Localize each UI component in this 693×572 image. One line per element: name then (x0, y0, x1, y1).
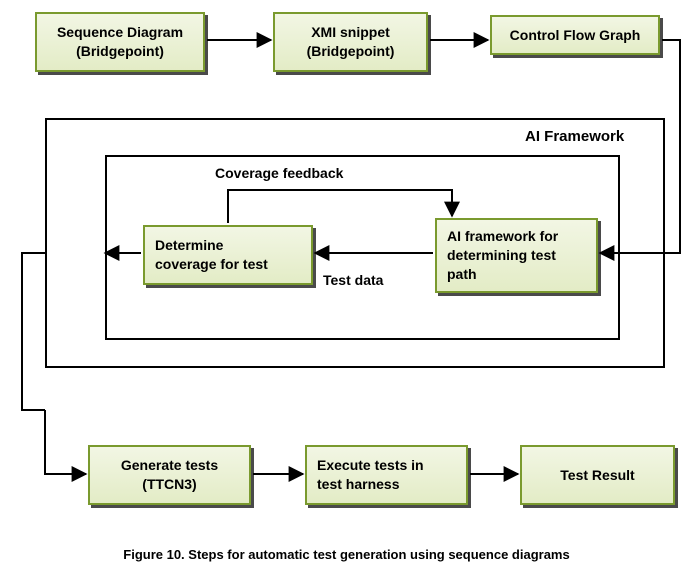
node-test-result: Test Result (520, 445, 675, 505)
node-label: Execute tests in (317, 456, 424, 475)
edge-label-testdata: Test data (323, 272, 383, 288)
node-xmi-snippet: XMI snippet (Bridgepoint) (273, 12, 428, 72)
node-execute-tests: Execute tests in test harness (305, 445, 468, 505)
node-label: AI framework for (447, 227, 558, 246)
node-label: XMI snippet (285, 23, 416, 42)
node-label: Control Flow Graph (502, 26, 648, 45)
node-label: coverage for test (155, 255, 268, 274)
node-label: determining test (447, 246, 556, 265)
node-ai-framework: AI framework for determining test path (435, 218, 598, 293)
node-generate-tests: Generate tests (TTCN3) (88, 445, 251, 505)
figure-caption: Figure 10. Steps for automatic test gene… (0, 547, 693, 562)
frame-title: AI Framework (525, 128, 624, 145)
node-label: test harness (317, 475, 399, 494)
edge-label-coverage: Coverage feedback (215, 165, 343, 181)
node-label: Test Result (532, 466, 663, 485)
node-sequence-diagram: Sequence Diagram (Bridgepoint) (35, 12, 205, 72)
node-label: Sequence Diagram (47, 23, 193, 42)
node-control-flow-graph: Control Flow Graph (490, 15, 660, 55)
node-label: (Bridgepoint) (47, 42, 193, 61)
node-determine-coverage: Determine coverage for test (143, 225, 313, 285)
node-label: path (447, 265, 477, 284)
node-label: (Bridgepoint) (285, 42, 416, 61)
node-label: (TTCN3) (100, 475, 239, 494)
node-label: Generate tests (100, 456, 239, 475)
node-label: Determine (155, 236, 223, 255)
